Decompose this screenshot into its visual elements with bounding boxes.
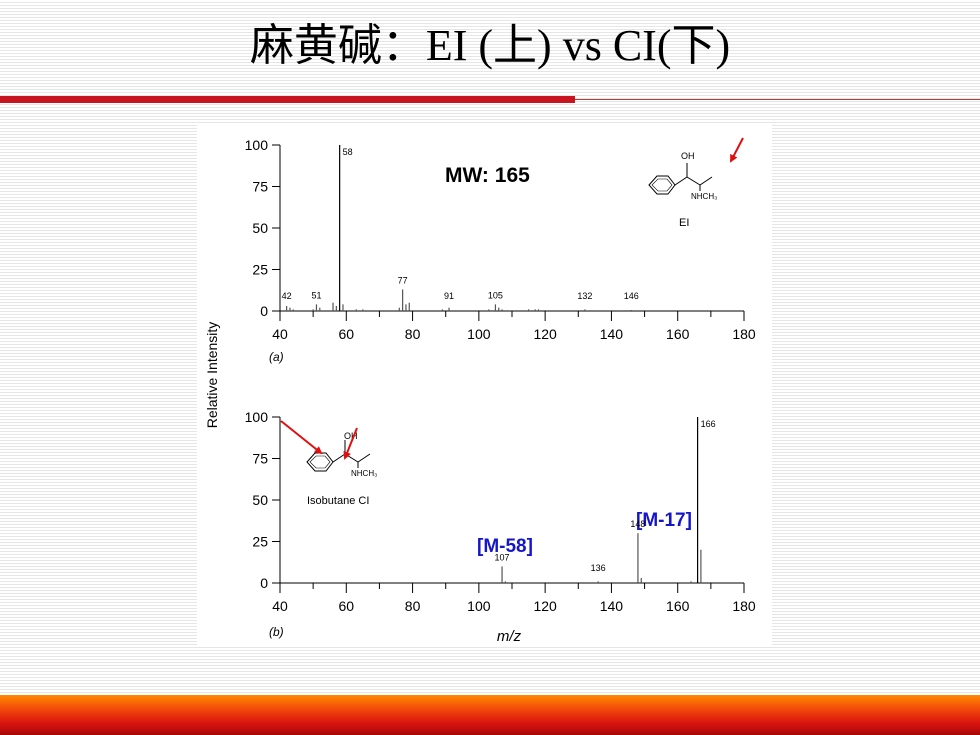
- y-tick-label-b: 75: [252, 451, 268, 467]
- y-tick-label-b: 25: [252, 534, 268, 550]
- x-tick-label-b: 160: [666, 598, 690, 614]
- mass-spectra-chart: Relative Intensity (a) MW: 165 OH NHCH₃ …: [204, 137, 756, 645]
- x-tick-label-a: 180: [732, 326, 756, 342]
- y-tick-label-a: 50: [252, 220, 268, 236]
- subplot-b-label: (b): [269, 625, 284, 639]
- y-tick-label-b: 100: [245, 409, 269, 425]
- peak-label-a: 77: [398, 275, 408, 285]
- y-tick-label-a: 75: [252, 179, 268, 195]
- slide-title: 麻黄碱：EI (上) vs CI(下): [249, 21, 731, 70]
- structure-a-label: EI: [679, 217, 689, 229]
- y-axis-label: Relative Intensity: [204, 322, 220, 429]
- peak-label-a: 42: [282, 291, 292, 301]
- x-tick-label-a: 40: [272, 326, 288, 342]
- peak-label-a: 91: [444, 291, 454, 301]
- structure-a: [648, 163, 713, 195]
- structure-a-oh: OH: [681, 151, 695, 161]
- x-tick-label-a: 80: [405, 326, 421, 342]
- structure-b-nhch3: NHCH₃: [351, 469, 377, 478]
- structure-b-label: Isobutane CI: [307, 495, 369, 507]
- subplot-a-label: (a): [269, 350, 284, 364]
- arrow-a-methyl: [730, 137, 744, 163]
- peak-label-a: 146: [624, 291, 639, 301]
- spectra-panel: Relative Intensity (a) MW: 165 OH NHCH₃ …: [197, 125, 772, 647]
- x-tick-label-a: 160: [666, 326, 690, 342]
- x-tick-label-b: 140: [600, 598, 624, 614]
- title-divider-line: [575, 99, 980, 100]
- peak-label-a: 58: [343, 147, 353, 157]
- y-tick-label-a: 25: [252, 262, 268, 278]
- arrow-b-bond: [343, 427, 358, 460]
- x-tick-label-b: 40: [272, 598, 288, 614]
- peak-label-b: 136: [591, 563, 606, 573]
- annotation-m-58: [M-58]: [477, 536, 533, 557]
- annotation-m-17: [M-17]: [636, 510, 692, 531]
- x-tick-label-b: 120: [533, 598, 557, 614]
- x-tick-label-b: 180: [732, 598, 756, 614]
- x-tick-label-a: 140: [600, 326, 624, 342]
- spectrum-b-axes: 0 25 50 75 100 40 60 80 100 120 140 160 180 107 136 148…: [245, 409, 756, 614]
- peak-label-a: 132: [577, 291, 592, 301]
- mw-annotation: MW: 165: [445, 164, 530, 187]
- y-tick-label-b: 50: [252, 492, 268, 508]
- x-axis-label: m/z: [497, 628, 522, 645]
- spectrum-a-axes: 0 25 50 75 100 40 60 80 100 120 140 160 180 42 51 58 77 9…: [245, 137, 756, 342]
- peak-label-b: 107: [495, 552, 510, 562]
- arrow-b-ring: [280, 420, 323, 455]
- x-tick-label-a: 100: [467, 326, 491, 342]
- x-tick-label-a: 120: [533, 326, 557, 342]
- peak-label-b: 148: [630, 519, 645, 529]
- x-tick-label-b: 80: [405, 598, 421, 614]
- peak-label-a: 51: [311, 290, 321, 300]
- y-tick-label-b: 0: [260, 575, 268, 591]
- x-tick-label-b: 100: [467, 598, 491, 614]
- structure-b: [306, 440, 371, 472]
- title-underline-bar: [0, 96, 575, 103]
- x-tick-label-b: 60: [338, 598, 354, 614]
- x-tick-label-a: 60: [338, 326, 354, 342]
- peak-label-b: 166: [701, 419, 716, 429]
- y-tick-label-a: 100: [245, 137, 269, 153]
- bottom-accent-bar: [0, 695, 980, 735]
- peak-label-a: 105: [488, 290, 503, 300]
- y-tick-label-a: 0: [260, 303, 268, 319]
- structure-b-oh: OH: [344, 431, 358, 441]
- structure-a-nhch3: NHCH₃: [691, 192, 717, 201]
